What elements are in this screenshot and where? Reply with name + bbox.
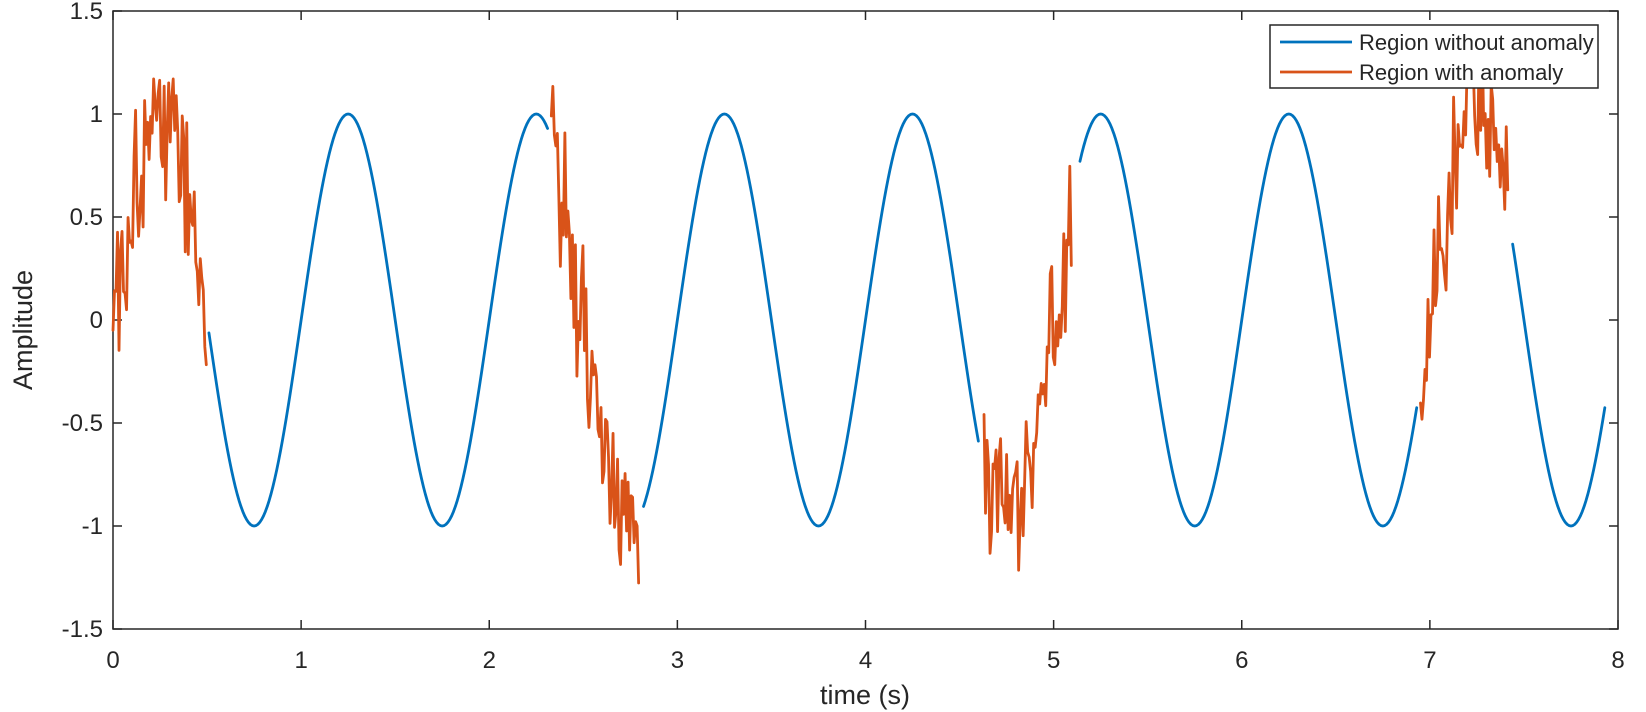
x-axis-tick-label: 6 — [1235, 647, 1248, 674]
x-axis-tick-label: 4 — [859, 647, 872, 674]
x-axis-tick-label: 1 — [294, 647, 307, 674]
axes: 0 1 2 3 4 5 6 7 8 -1.5 -1 -0.5 0 0.5 1 1.5 — [62, 0, 1625, 674]
anomaly-signal-segment — [549, 84, 641, 585]
x-axis-tick-label: 7 — [1423, 647, 1436, 674]
legend-label-anomaly: Region with anomaly — [1359, 60, 1563, 85]
y-axis-tick-label: -0.5 — [62, 410, 103, 437]
x-axis-label: time (s) — [820, 680, 910, 710]
y-axis-tick-label: 0.5 — [70, 204, 103, 231]
y-axis-tick-label: 1.5 — [70, 0, 103, 25]
anomaly-signal-segment — [1419, 33, 1510, 421]
clean-signal-segment — [1511, 242, 1607, 528]
y-axis-tick-label: -1 — [82, 513, 103, 540]
x-axis-tick-label: 2 — [483, 647, 496, 674]
anomaly-signal-segment — [111, 77, 208, 367]
legend-box — [1269, 24, 1599, 89]
clean-signal-segment — [642, 112, 980, 528]
y-axis-tick-label: 1 — [90, 101, 103, 128]
x-axis-tick-label: 5 — [1047, 647, 1060, 674]
y-axis-tick-label: -1.5 — [62, 616, 103, 643]
x-axis-tick-label: 8 — [1611, 647, 1624, 674]
curves — [111, 33, 1607, 585]
clean-signal-segment — [1078, 112, 1419, 528]
clean-signal-segment — [207, 112, 549, 528]
anomaly-signal-segment — [982, 164, 1073, 572]
x-axis-tick-label: 0 — [106, 647, 119, 674]
y-axis-label: Amplitude — [8, 270, 38, 390]
legend: Region without anomaly Region with anoma… — [1269, 24, 1599, 89]
y-axis-tick-label: 0 — [90, 307, 103, 334]
x-axis-tick-label: 3 — [671, 647, 684, 674]
legend-label-no-anomaly: Region without anomaly — [1359, 30, 1594, 55]
